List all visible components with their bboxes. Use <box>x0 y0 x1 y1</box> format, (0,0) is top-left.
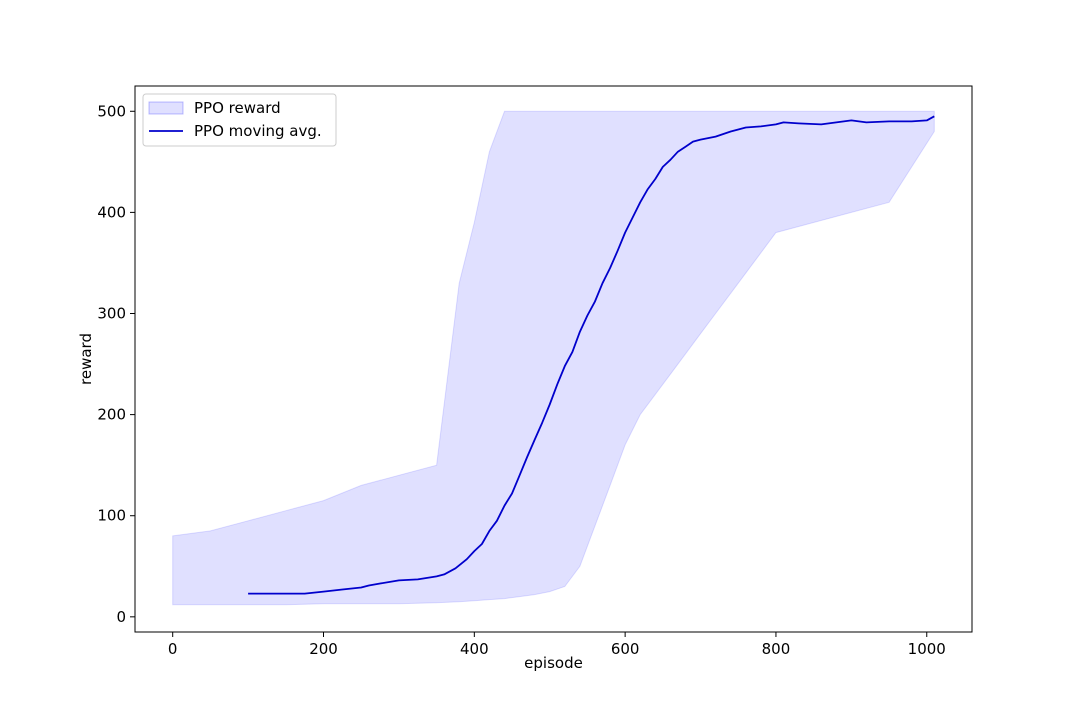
x-tick-label: 0 <box>168 640 178 658</box>
y-tick-label: 0 <box>116 608 126 626</box>
y-tick-label: 500 <box>97 102 126 120</box>
y-tick-label: 200 <box>97 406 126 424</box>
x-tick-label: 800 <box>762 640 791 658</box>
plot-frame <box>134 85 973 633</box>
y-axis-title: reward <box>77 333 95 385</box>
y-tick-label: 400 <box>97 203 126 221</box>
series-line-moving-avg <box>248 115 935 595</box>
legend-swatch-reward-band <box>148 101 184 115</box>
x-tick-label: 600 <box>611 640 640 658</box>
x-axis-title: episode <box>524 654 583 672</box>
legend-label-moving-avg: PPO moving avg. <box>194 122 322 140</box>
legend-label-reward: PPO reward <box>194 99 281 117</box>
y-tick-label: 100 <box>97 507 126 525</box>
x-tick-label: 1000 <box>908 640 946 658</box>
series-band-reward <box>172 110 935 606</box>
x-tick-label: 400 <box>460 640 489 658</box>
legend: PPO reward PPO moving avg. <box>142 93 337 147</box>
plot-area <box>172 110 935 606</box>
axes: 0 200 400 600 800 1000 0 100 200 300 400 500 <box>97 102 945 658</box>
y-tick-label: 300 <box>97 305 126 323</box>
legend-box <box>142 93 337 147</box>
x-tick-label: 200 <box>309 640 338 658</box>
